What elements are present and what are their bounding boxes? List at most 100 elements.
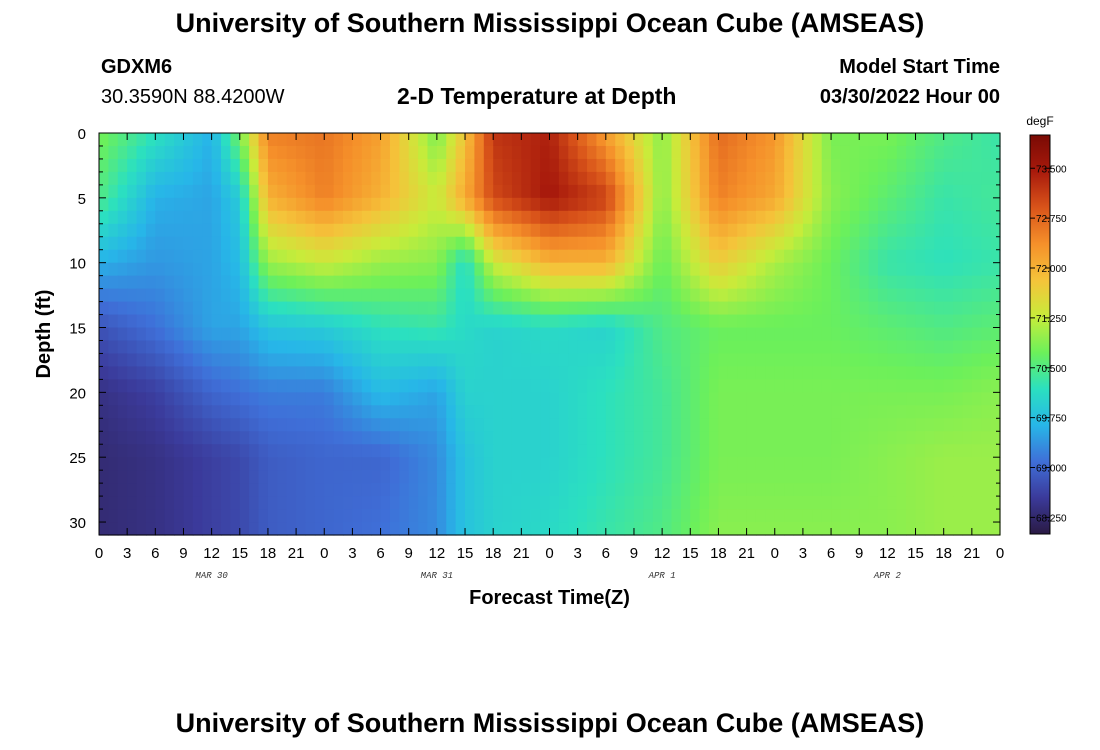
heatmap-cell	[164, 249, 175, 264]
heatmap-cell	[802, 340, 813, 355]
heatmap-cell	[953, 210, 964, 225]
heatmap-cell	[296, 314, 307, 329]
heatmap-cell	[831, 249, 842, 264]
heatmap-cell	[277, 171, 288, 186]
heatmap-cell	[164, 444, 175, 458]
heatmap-cell	[183, 249, 194, 264]
heatmap-cell	[117, 275, 128, 290]
heatmap-cell	[896, 145, 907, 160]
heatmap-cell	[465, 418, 476, 432]
heatmap-cell	[211, 522, 222, 536]
heatmap-cell	[99, 145, 109, 160]
heatmap-cell	[596, 171, 607, 186]
heatmap-cell	[633, 444, 644, 458]
heatmap-cell	[371, 145, 382, 160]
heatmap-cell	[643, 288, 654, 303]
x-tick-label: 0	[996, 545, 1004, 562]
heatmap-cell	[671, 353, 682, 368]
heatmap-cell	[192, 366, 203, 380]
heatmap-cell	[605, 340, 616, 355]
heatmap-cell	[643, 444, 654, 458]
heatmap-cell	[587, 210, 598, 225]
heatmap-cell	[652, 145, 663, 160]
heatmap-cell	[221, 366, 231, 380]
heatmap-cell	[662, 483, 673, 497]
heatmap-cell	[145, 353, 156, 368]
heatmap-cell	[277, 145, 288, 160]
heatmap-cell	[446, 171, 457, 186]
heatmap-cell	[483, 314, 494, 329]
x-tick-label: 3	[573, 545, 581, 562]
heatmap-cell	[831, 444, 842, 458]
heatmap-cell	[774, 522, 785, 536]
heatmap-cell	[934, 301, 945, 316]
heatmap-cell	[568, 444, 579, 458]
heatmap-cell	[605, 379, 616, 393]
heatmap-cell	[737, 405, 748, 419]
heatmap-cell	[183, 418, 194, 432]
heatmap-cell	[605, 145, 616, 160]
heatmap-cell	[427, 379, 438, 393]
heatmap-cell	[746, 405, 757, 419]
heatmap-cell	[765, 405, 776, 419]
heatmap-cell	[380, 522, 391, 536]
heatmap-cell	[324, 457, 335, 471]
heatmap-cell	[699, 418, 710, 432]
heatmap-cell	[915, 444, 926, 458]
heatmap-cell	[962, 275, 973, 290]
heatmap-cell	[277, 483, 288, 497]
heatmap-cell	[418, 366, 429, 380]
heatmap-cell	[427, 444, 438, 458]
heatmap-cell	[755, 340, 766, 355]
heatmap-cell	[361, 145, 372, 160]
heatmap-cell	[633, 483, 644, 497]
heatmap-cell	[802, 431, 813, 445]
heatmap-cell	[662, 210, 673, 225]
heatmap-cell	[352, 301, 363, 316]
heatmap-cell	[709, 327, 720, 342]
heatmap-cell	[821, 158, 832, 173]
heatmap-cell	[352, 509, 363, 523]
heatmap-cell	[962, 145, 973, 160]
heatmap-cell	[549, 327, 560, 342]
heatmap-cell	[802, 171, 813, 186]
heatmap-cell	[418, 496, 429, 510]
heatmap-cell	[727, 314, 738, 329]
heatmap-cell	[108, 236, 119, 251]
heatmap-cell	[568, 327, 579, 342]
heatmap-cell	[877, 405, 888, 419]
heatmap-cell	[953, 457, 964, 471]
heatmap-cell	[465, 236, 476, 251]
heatmap-cell	[906, 171, 917, 186]
heatmap-cell	[436, 223, 447, 238]
heatmap-cell	[587, 171, 598, 186]
heatmap-cell	[493, 457, 504, 471]
heatmap-cell	[643, 145, 654, 160]
heatmap-cell	[239, 210, 250, 225]
heatmap-cell	[286, 249, 297, 264]
heatmap-cell	[164, 171, 175, 186]
heatmap-cell	[793, 496, 804, 510]
heatmap-cell	[174, 366, 185, 380]
heatmap-cell	[737, 327, 748, 342]
heatmap-cell	[793, 379, 804, 393]
heatmap-cell	[699, 444, 710, 458]
heatmap-cell	[493, 509, 504, 523]
heatmap-cell	[221, 392, 231, 406]
heatmap-cell	[821, 470, 832, 484]
heatmap-cell	[305, 470, 316, 484]
heatmap-cell	[521, 262, 532, 277]
heatmap-cell	[314, 327, 325, 342]
heatmap-cell	[108, 184, 119, 199]
heatmap-cell	[352, 483, 363, 497]
heatmap-cell	[652, 288, 663, 303]
heatmap-cell	[840, 392, 851, 406]
heatmap-cell	[314, 314, 325, 329]
heatmap-cell	[474, 275, 485, 290]
heatmap-cell	[774, 236, 785, 251]
heatmap-cell	[906, 418, 917, 432]
heatmap-cell	[868, 327, 879, 342]
date-label: APR 2	[873, 571, 902, 581]
heatmap-cell	[314, 145, 325, 160]
